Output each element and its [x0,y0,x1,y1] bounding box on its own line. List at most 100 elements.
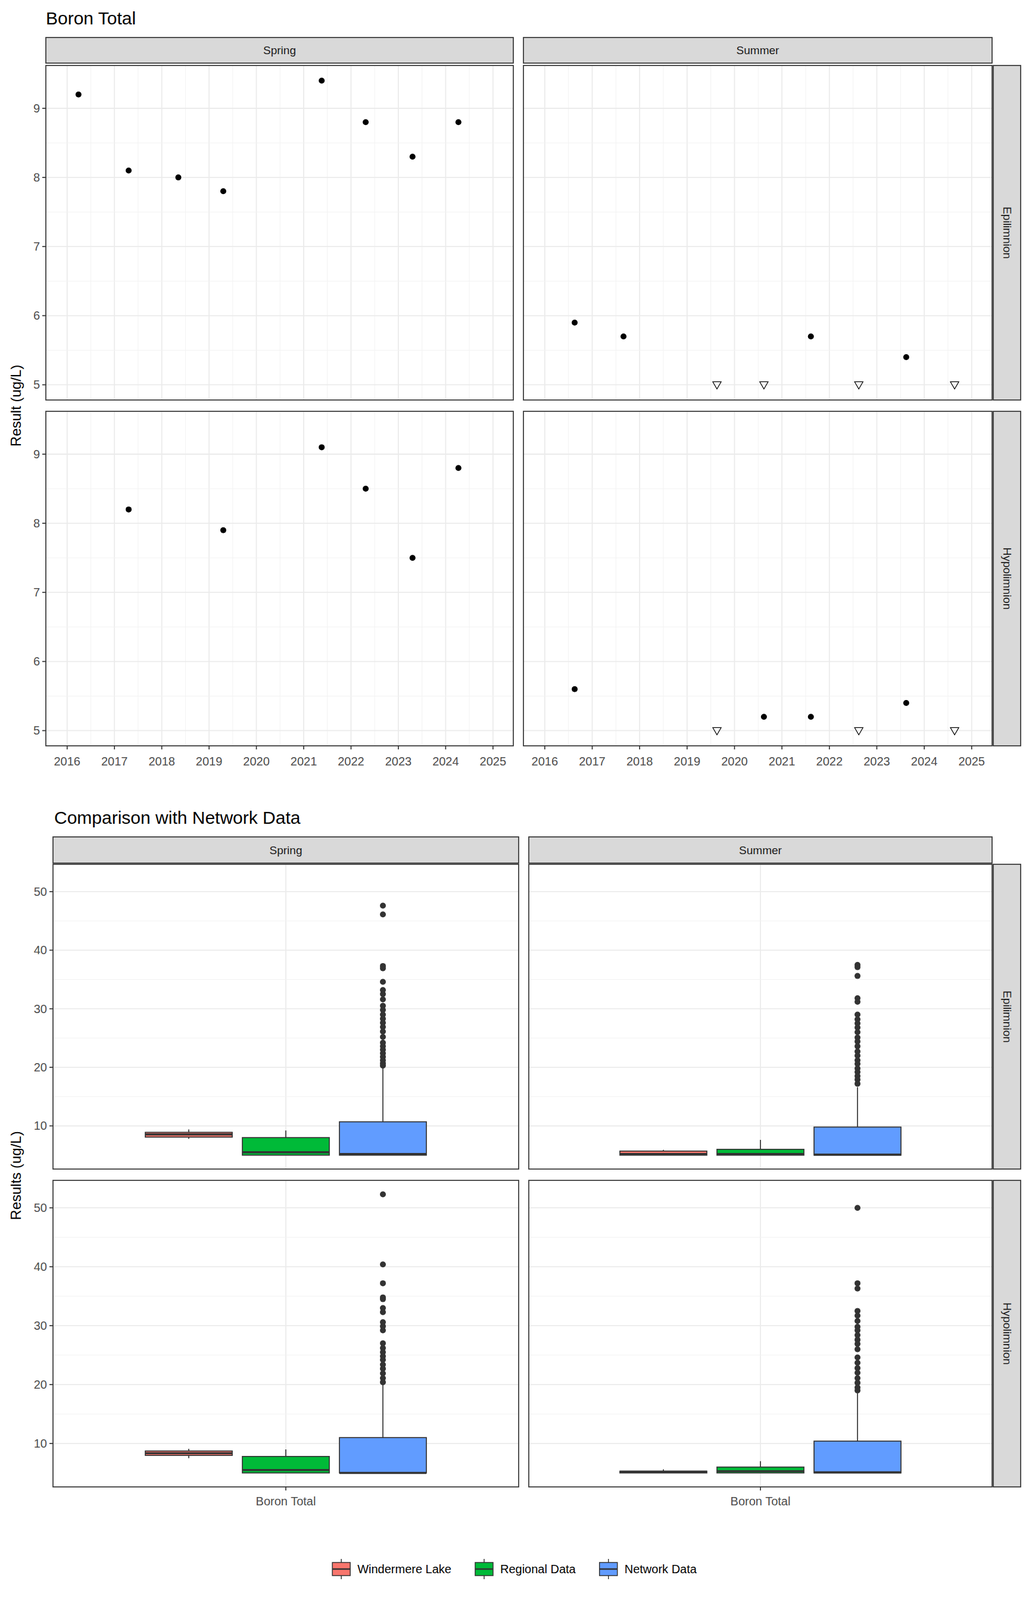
grid-line [544,411,546,747]
box [716,1149,804,1156]
grid-line [45,176,514,179]
minor-grid-line [45,696,514,697]
upper-whisker [285,1450,287,1458]
grid-line [876,411,878,747]
grid-line [52,1443,519,1445]
minor-grid-line [947,65,949,401]
minor-grid-line [421,65,423,401]
row-strip [993,1180,1021,1488]
outlier [379,911,386,918]
grid [45,411,514,747]
grid-line [759,1180,762,1488]
x-tick-label: 2024 [432,755,460,769]
y-tick [49,891,53,893]
minor-grid-line [900,65,901,401]
x-tick [971,746,973,750]
y-tick-label: 9 [33,101,40,115]
panel-background [52,1180,519,1488]
y-tick-label: 30 [33,1319,48,1333]
y-tick [42,522,46,525]
x-tick [350,746,352,750]
grid-line [161,411,163,747]
grid-line [52,1384,519,1386]
minor-grid-line [805,411,806,747]
panel-background [523,411,993,747]
grid-line [113,411,115,747]
y-tick-label: 50 [33,885,48,899]
grid-line [303,65,305,401]
grid-line [256,411,258,747]
minor-grid-line [528,1414,993,1415]
outlier [854,1341,861,1348]
minor-grid-line [615,411,617,747]
outlier [854,1205,861,1212]
minor-grid-line [805,65,806,401]
minor-grid-line [185,411,186,747]
point [409,153,416,160]
minor-grid-line [279,65,281,401]
x-tick [923,746,925,750]
upper-whisker [856,1394,859,1442]
outlier [854,1318,861,1325]
point [125,167,132,174]
minor-grid-line [52,1296,519,1297]
y-tick [49,1266,53,1268]
boxes [619,962,901,1156]
y-tick [49,1008,53,1010]
y-tick [42,453,46,455]
x-tick-label: 2016 [54,755,81,769]
minor-grid-line [52,979,519,981]
grid-line [523,660,993,663]
x-tick [686,746,688,750]
grid-line [591,65,594,401]
minor-grid-line [45,488,514,490]
grid-line [52,1266,519,1268]
x-tick-label: 2016 [531,755,559,769]
x-tick-label: 2023 [863,755,891,769]
minor-grid-line [852,65,854,401]
outlier [379,1280,386,1287]
minor-grid-line [374,65,376,401]
below-detection-point [759,381,769,389]
x-tick-label: 2020 [721,755,748,769]
row-label: Epilimnion [1001,206,1014,260]
legend-key-median [475,1569,494,1571]
x-tick-label: 2017 [578,755,606,769]
x-tick [161,746,163,750]
minor-grid-line [52,1037,519,1039]
x-tick-label: 2017 [101,755,129,769]
minor-grid-line [758,411,759,747]
outlier [379,1029,386,1035]
point [362,119,369,126]
minor-grid-line [52,1237,519,1239]
grid-line [45,591,514,594]
x-tick-label: 2019 [195,755,223,769]
minor-grid-line [710,411,712,747]
grid-line [528,1008,993,1010]
panel-background [45,411,514,747]
minor-grid-line [947,411,949,747]
grid-line [492,65,494,401]
outlier [379,1296,386,1303]
y-tick-label: 8 [33,516,40,530]
chart-title: Comparison with Network Data [54,808,301,828]
category-label: Boron Total [730,1495,791,1509]
grid-line [45,730,514,732]
minor-grid-line [615,65,617,401]
minor-grid-line [52,921,519,922]
upper-whisker [382,1385,384,1439]
grid-line [528,949,993,951]
y-tick [42,107,46,109]
grid-line [523,384,993,386]
minor-grid-line [232,65,233,401]
grid-line [528,1443,993,1445]
median [145,1452,233,1455]
y-tick [42,591,46,594]
grid-line [52,1325,519,1327]
outlier [379,996,386,1003]
x-tick [591,746,594,750]
minor-grid-line [710,65,712,401]
outlier [854,1370,861,1377]
minor-grid-line [232,411,233,747]
x-tick [638,746,641,750]
